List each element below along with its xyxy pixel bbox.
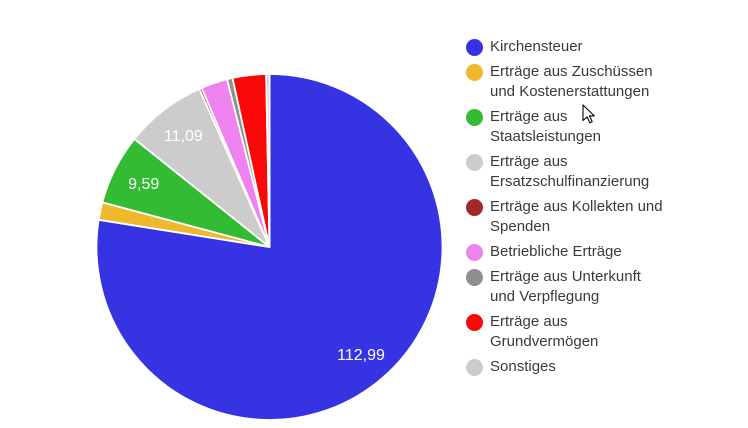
pie-slice-value-label: 11,09 xyxy=(164,128,203,145)
legend-item-label: Erträge aus Unterkunft und Verpflegung xyxy=(490,268,641,305)
legend-item-label: Erträge aus Ersatzschulfinanzierung xyxy=(490,153,650,190)
legend-color-dot xyxy=(466,198,483,216)
legend-item-3[interactable]: Erträge aus Ersatzschulfinanzierung xyxy=(466,152,681,192)
legend-item-5[interactable]: Betriebliche Erträge xyxy=(466,242,681,262)
legend-color-dot xyxy=(466,358,483,376)
legend-item-label: Betriebliche Erträge xyxy=(490,243,622,260)
legend-color-dot xyxy=(466,108,483,126)
legend-item-label: Sonstiges xyxy=(490,358,556,375)
legend-color-dot xyxy=(466,313,483,331)
legend-item-label: Kirchensteuer xyxy=(490,38,583,55)
pie-slice-8[interactable] xyxy=(265,73,271,248)
legend: Kirchensteuer Erträge aus Zuschüssen und … xyxy=(466,37,681,382)
legend-item-label: Erträge aus Zuschüssen und Kostenerstatt… xyxy=(490,63,653,100)
legend-item-label: Erträge aus Staatsleistungen xyxy=(490,108,601,145)
legend-item-label: Erträge aus Kollekten und Spenden xyxy=(490,198,663,235)
legend-color-dot xyxy=(466,38,483,56)
legend-item-label: Erträge aus Grundvermögen xyxy=(490,313,599,350)
legend-item-4[interactable]: Erträge aus Kollekten und Spenden xyxy=(466,197,681,237)
legend-item-2[interactable]: Erträge aus Staatsleistungen xyxy=(466,107,681,147)
legend-color-dot xyxy=(466,268,483,286)
legend-item-8[interactable]: Sonstiges xyxy=(466,357,681,377)
pie-slice-value-label: 112,99 xyxy=(337,347,385,364)
legend-item-6[interactable]: Erträge aus Unterkunft und Verpflegung xyxy=(466,267,681,307)
pie-slice-value-label: 9,59 xyxy=(128,176,159,193)
legend-item-1[interactable]: Erträge aus Zuschüssen und Kostenerstatt… xyxy=(466,62,681,102)
legend-color-dot xyxy=(466,63,483,81)
legend-color-dot xyxy=(466,153,483,171)
legend-item-7[interactable]: Erträge aus Grundvermögen xyxy=(466,312,681,352)
legend-color-dot xyxy=(466,243,483,261)
legend-item-0[interactable]: Kirchensteuer xyxy=(466,37,681,57)
pie-slice-labels-group: 112,99 9,59 11,09 xyxy=(128,128,385,364)
pie-slices-group xyxy=(95,73,444,421)
